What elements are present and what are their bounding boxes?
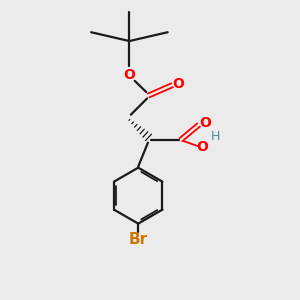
Text: O: O — [199, 116, 211, 130]
Text: O: O — [196, 140, 208, 154]
Text: O: O — [172, 77, 184, 91]
Text: H: H — [211, 130, 220, 143]
Text: O: O — [124, 68, 135, 82]
Text: Br: Br — [129, 232, 148, 247]
